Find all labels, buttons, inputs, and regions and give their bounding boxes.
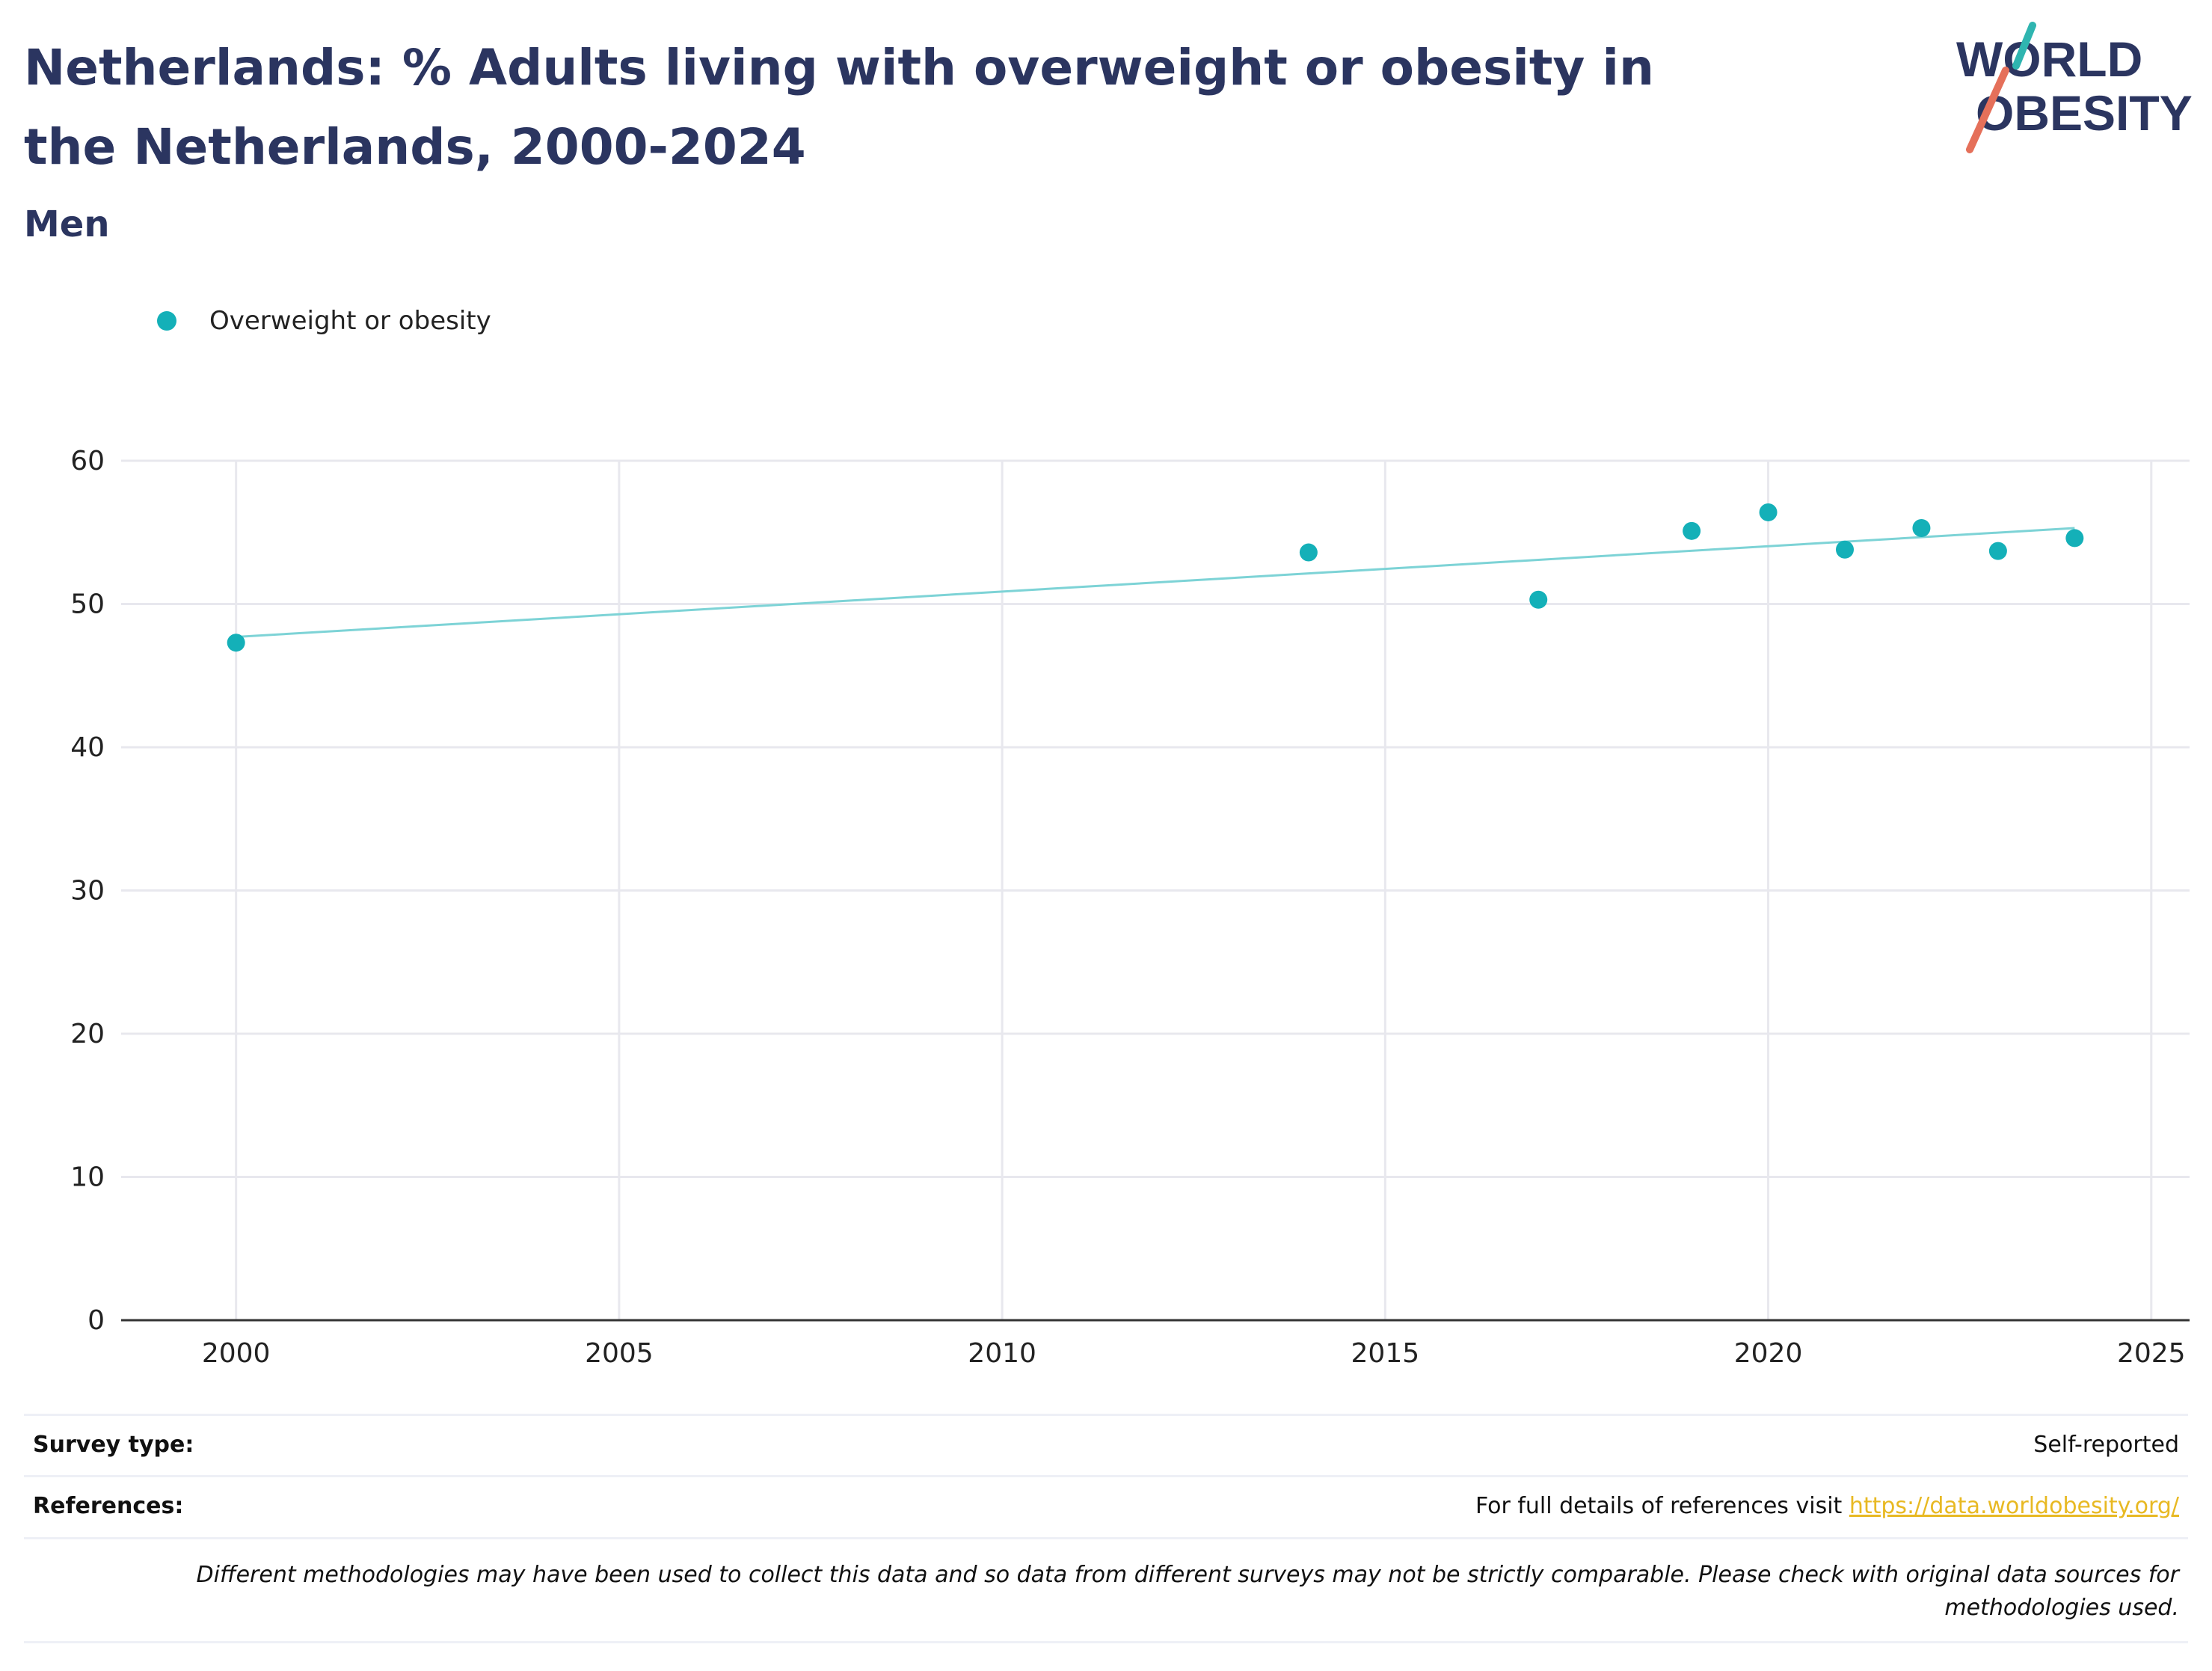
y-tick-label: 50 bbox=[70, 589, 105, 620]
x-tick-label: 2010 bbox=[968, 1338, 1036, 1369]
data-point bbox=[1529, 590, 1548, 609]
data-point bbox=[2065, 529, 2084, 548]
data-point bbox=[1759, 503, 1778, 521]
y-tick-label: 60 bbox=[70, 446, 105, 476]
chart-title: Netherlands: % Adults living with overwe… bbox=[24, 39, 1655, 176]
x-tick-label: 2000 bbox=[202, 1338, 271, 1369]
axes: 0 10 20 30 40 50 60 2000 2005 2010 2015 2020 2025 bbox=[70, 446, 2190, 1369]
data-point bbox=[1299, 543, 1318, 562]
data-point bbox=[1912, 519, 1931, 538]
references-link[interactable]: https://data.worldobesity.org/ bbox=[1849, 1493, 2179, 1519]
logo-line2: OBESITY bbox=[1976, 85, 2193, 141]
references-text: For full details of references visit bbox=[1475, 1493, 1843, 1519]
references-value: For full details of references visit htt… bbox=[1475, 1493, 2179, 1519]
references-row: References: For full details of referenc… bbox=[24, 1475, 2188, 1535]
trendline-layer bbox=[236, 527, 2075, 639]
y-tick-label: 10 bbox=[70, 1162, 105, 1193]
survey-type-value: Self-reported bbox=[2033, 1432, 2179, 1458]
data-point bbox=[1683, 521, 1701, 540]
y-tick-label: 40 bbox=[70, 732, 105, 763]
y-tick-label: 30 bbox=[70, 876, 105, 907]
x-tick-label: 2025 bbox=[2117, 1338, 2186, 1369]
data-point bbox=[1836, 540, 1854, 559]
scatter-chart: 0 10 20 30 40 50 60 2000 2005 2010 2015 2020 2025 bbox=[70, 446, 2190, 1369]
methodology-note: Different methodologies may have been us… bbox=[24, 1537, 2188, 1643]
legend-label: Overweight or obesity bbox=[209, 306, 491, 336]
y-tick-label: 0 bbox=[87, 1305, 105, 1336]
data-point bbox=[1988, 542, 2007, 560]
legend[interactable]: Overweight or obesity bbox=[157, 302, 491, 340]
x-tick-label: 2020 bbox=[1734, 1338, 1803, 1369]
logo-teal-slash bbox=[2012, 22, 2036, 70]
x-tick-label: 2015 bbox=[1351, 1338, 1420, 1369]
world-obesity-logo: WORLD OBESITY bbox=[1956, 22, 2193, 153]
references-label: References: bbox=[33, 1493, 184, 1519]
x-tick-label: 2005 bbox=[585, 1338, 654, 1369]
grid-lines bbox=[121, 459, 2190, 1320]
data-point bbox=[227, 634, 245, 652]
logo-line1: WORLD bbox=[1956, 31, 2142, 87]
y-tick-label: 20 bbox=[70, 1019, 105, 1049]
legend-marker bbox=[157, 311, 176, 331]
survey-type-label: Survey type: bbox=[33, 1432, 194, 1458]
data-points bbox=[227, 503, 2084, 652]
logo-coral-slash bbox=[1966, 67, 2009, 153]
chart-subtitle: Men bbox=[24, 203, 110, 245]
survey-row: Survey type: Self-reported bbox=[24, 1414, 2188, 1474]
trendline bbox=[236, 527, 2075, 639]
